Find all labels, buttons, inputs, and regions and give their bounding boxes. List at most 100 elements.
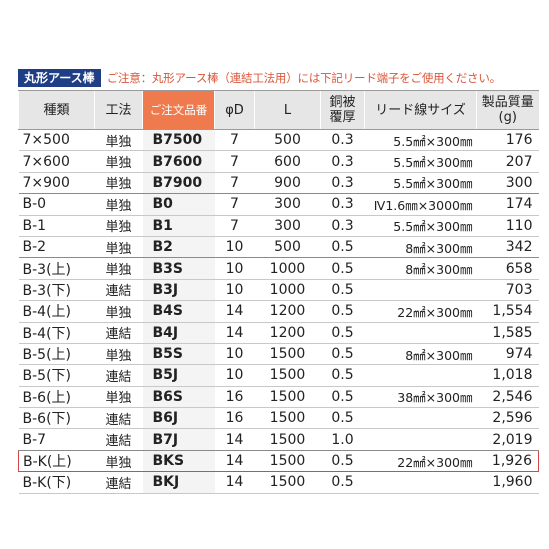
cell-lead-size	[364, 428, 477, 451]
cell-diameter: 14	[214, 428, 255, 451]
cell-mass: 1,018	[476, 364, 539, 387]
cell-copper-thickness: 0.3	[320, 215, 365, 237]
cell-method: 単独	[94, 150, 143, 173]
cell-type: 7×900	[18, 172, 95, 195]
cell-copper-thickness: 0.5	[320, 407, 365, 430]
cell-method: 連結	[94, 471, 143, 494]
cell-type: B-1	[18, 215, 95, 237]
cell-length: 1200	[254, 300, 321, 323]
cell-copper-thickness: 0.5	[320, 236, 365, 259]
cell-copper-thickness: 0.3	[320, 150, 365, 173]
cell-copper-thickness: 0.3	[320, 172, 365, 195]
cell-type: B-5(下)	[18, 364, 95, 387]
cell-lead-size: 5.5㎟×300㎜	[364, 129, 477, 152]
cell-method: 単独	[94, 343, 143, 366]
cell-type: B-K(下)	[18, 471, 95, 494]
cell-copper-thickness: 0.5	[320, 386, 365, 409]
cell-type: B-7	[18, 428, 95, 451]
cell-lead-size: Ⅳ1.6㎜×3000㎜	[364, 193, 477, 216]
cell-copper-thickness: 0.5	[320, 279, 365, 302]
cell-mass: 2,596	[476, 407, 539, 430]
cell-length: 600	[254, 150, 321, 173]
cell-diameter: 10	[214, 343, 255, 366]
cell-type: B-2	[18, 236, 95, 259]
cell-lead-size: 5.5㎟×300㎜	[364, 215, 477, 237]
cell-diameter: 7	[214, 193, 255, 216]
notice-text: ご注意：丸形アース棒（連結工法用）には下記リード端子をご使用ください。	[106, 71, 501, 85]
cell-mass: 342	[476, 236, 539, 259]
header-length: L	[254, 90, 321, 130]
cell-order-number: B5J	[142, 364, 215, 387]
cell-diameter: 7	[214, 150, 255, 173]
cell-order-number: B3J	[142, 279, 215, 302]
cell-copper-thickness: 0.5	[320, 471, 365, 494]
spec-table: 種類 工法 ご注文品番 φD L 銅被 覆厚 リード線サイズ 製品質量 (g) …	[18, 90, 539, 494]
cell-order-number: B6S	[142, 386, 215, 409]
cell-diameter: 14	[214, 449, 255, 473]
cell-order-number: BKS	[142, 449, 215, 473]
table-row: B-0 単独 B0 7 300 0.3 Ⅳ1.6㎜×3000㎜ 174	[18, 193, 539, 216]
table-row: B-4(下) 連結 B4J 14 1200 0.5 1,585	[18, 322, 539, 344]
cell-method: 連結	[94, 322, 143, 344]
cell-length: 1200	[254, 322, 321, 344]
table-row: B-6(下) 連結 B6J 16 1500 0.5 2,596	[18, 407, 539, 430]
cell-type: B-0	[18, 193, 95, 216]
cell-diameter: 14	[214, 300, 255, 323]
table-row: B-5(下) 連結 B5J 10 1500 0.5 1,018	[18, 364, 539, 387]
cell-length: 1500	[254, 471, 321, 494]
header-lead-size: リード線サイズ	[364, 90, 477, 130]
cell-mass: 658	[476, 257, 539, 280]
cell-copper-thickness: 0.5	[320, 322, 365, 344]
table-row: B-K(上) 単独 BKS 14 1500 0.5 22㎟×300㎜ 1,926	[18, 449, 539, 473]
cell-type: B-3(上)	[18, 257, 95, 280]
cell-lead-size	[364, 471, 477, 494]
cell-mass: 1,926	[476, 449, 539, 473]
cell-lead-size: 8㎟×300㎜	[364, 257, 477, 280]
cell-length: 500	[254, 236, 321, 259]
cell-type: B-6(上)	[18, 386, 95, 409]
cell-length: 1000	[254, 257, 321, 280]
cell-order-number: B4S	[142, 300, 215, 323]
cell-order-number: B7600	[142, 150, 215, 173]
cell-method: 連結	[94, 407, 143, 430]
cell-method: 連結	[94, 428, 143, 451]
cell-type: 7×600	[18, 150, 95, 173]
cell-length: 1000	[254, 279, 321, 302]
cell-diameter: 7	[214, 129, 255, 152]
cell-copper-thickness: 0.5	[320, 300, 365, 323]
cell-type: B-4(上)	[18, 300, 95, 323]
cell-lead-size: 5.5㎟×300㎜	[364, 172, 477, 195]
cell-type: B-3(下)	[18, 279, 95, 302]
cell-order-number: B7500	[142, 129, 215, 152]
cell-type: B-4(下)	[18, 322, 95, 344]
cell-copper-thickness: 0.5	[320, 343, 365, 366]
cell-type: B-6(下)	[18, 407, 95, 430]
cell-lead-size: 8㎟×300㎜	[364, 343, 477, 366]
cell-length: 1500	[254, 449, 321, 473]
cell-diameter: 14	[214, 322, 255, 344]
cell-order-number: BKJ	[142, 471, 215, 494]
table-row: B-5(上) 単独 B5S 10 1500 0.5 8㎟×300㎜ 974	[18, 343, 539, 366]
cell-order-number: B4J	[142, 322, 215, 344]
cell-method: 単独	[94, 257, 143, 280]
header-row: 種類 工法 ご注文品番 φD L 銅被 覆厚 リード線サイズ 製品質量 (g)	[18, 90, 539, 130]
cell-mass: 110	[476, 215, 539, 237]
cell-order-number: B1	[142, 215, 215, 237]
cell-lead-size: 8㎟×300㎜	[364, 236, 477, 259]
cell-mass: 174	[476, 193, 539, 216]
cell-copper-thickness: 0.5	[320, 257, 365, 280]
cell-order-number: B0	[142, 193, 215, 216]
cell-method: 連結	[94, 279, 143, 302]
header-copper-line2: 覆厚	[329, 110, 356, 125]
cell-diameter: 14	[214, 471, 255, 494]
cell-order-number: B7J	[142, 428, 215, 451]
header-diameter: φD	[214, 90, 255, 130]
cell-copper-thickness: 0.3	[320, 193, 365, 216]
table-row: B-3(下) 連結 B3J 10 1000 0.5 703	[18, 279, 539, 302]
cell-type: B-K(上)	[18, 449, 95, 473]
header-mass: 製品質量 (g)	[476, 90, 539, 130]
cell-lead-size: 5.5㎟×300㎜	[364, 150, 477, 173]
header-copper-line1: 銅被	[329, 95, 356, 110]
cell-order-number: B6J	[142, 407, 215, 430]
table-row: 7×900 単独 B7900 7 900 0.3 5.5㎟×300㎜ 300	[18, 172, 539, 195]
